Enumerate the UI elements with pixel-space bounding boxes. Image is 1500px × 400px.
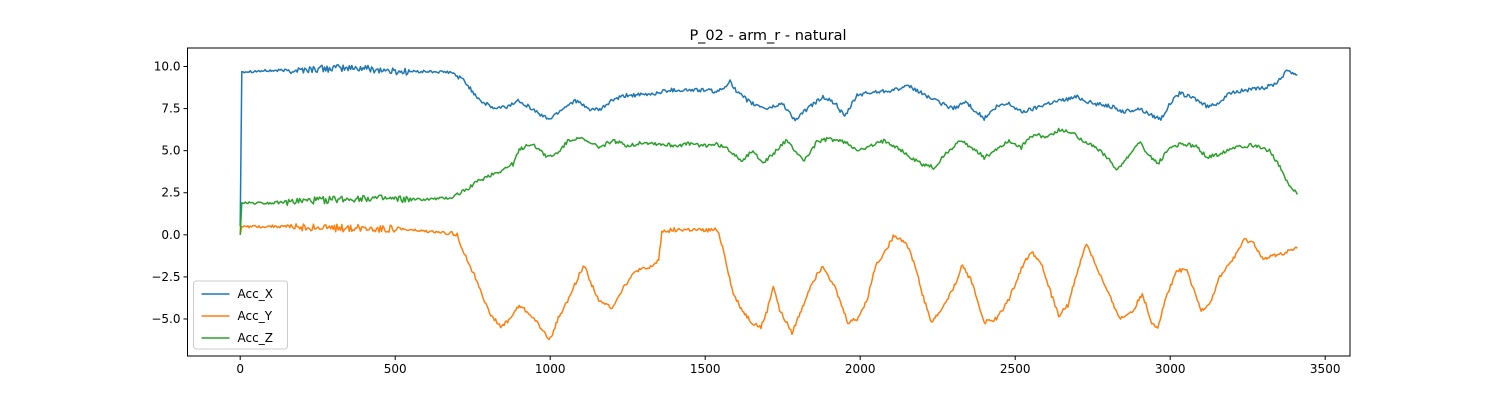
- y-tick-label: 2.5: [161, 186, 180, 200]
- y-tick-label: 5.0: [161, 144, 180, 158]
- x-tick-label: 2000: [845, 362, 876, 376]
- plot-frame: [187, 47, 1351, 357]
- axes-layer: 0 500 1000 1500 2000 2500 3000 3500 −5.0 −2.5 0.0 2…: [151, 47, 1351, 376]
- legend-label-acc-x: Acc_X: [238, 287, 273, 301]
- x-tick-label: 3000: [1155, 362, 1186, 376]
- series-layer: [239, 63, 1298, 341]
- y-tick-label: 0.0: [161, 228, 180, 242]
- legend-label-acc-z: Acc_Z: [238, 331, 273, 345]
- legend-label-acc-y: Acc_Y: [238, 309, 273, 323]
- series-line-acc-z: [239, 127, 1298, 235]
- x-tick-label: 2500: [1000, 362, 1031, 376]
- legend: Acc_X Acc_Y Acc_Z: [193, 280, 288, 350]
- x-tick-label: 3500: [1310, 362, 1341, 376]
- x-tick-label: 0: [236, 362, 244, 376]
- x-tick-label: 500: [384, 362, 407, 376]
- series-line-acc-y: [239, 223, 1298, 341]
- legend-box: [193, 280, 288, 350]
- x-tick-label: 1500: [690, 362, 721, 376]
- y-tick-label: −5.0: [151, 312, 180, 326]
- chart-title: P_02 - arm_r - natural: [689, 28, 846, 44]
- y-tick-label: −2.5: [151, 270, 180, 284]
- y-tick-label: 10.0: [154, 60, 181, 74]
- x-tick-label: 1000: [535, 362, 566, 376]
- y-tick-label: 7.5: [161, 102, 180, 116]
- series-line-acc-x: [239, 63, 1298, 227]
